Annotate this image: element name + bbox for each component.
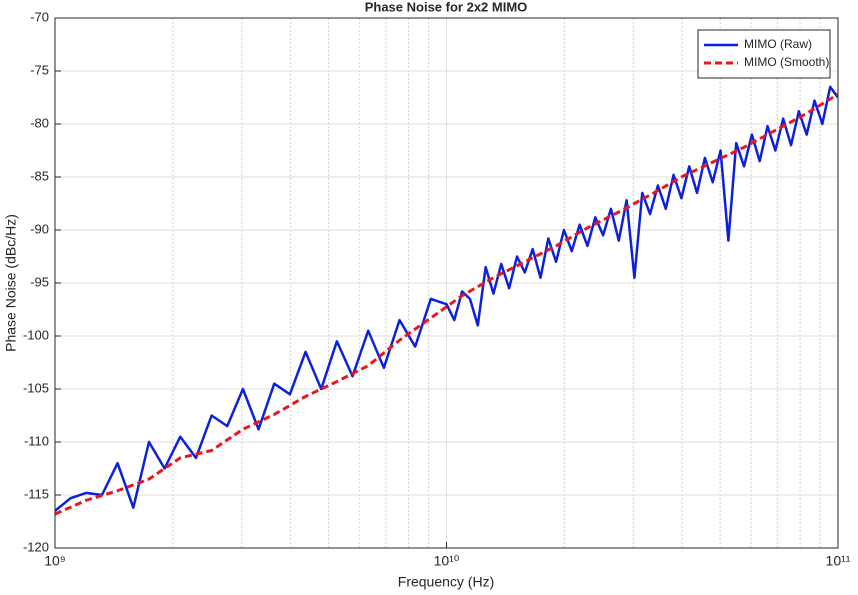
x-tick-label: 10¹⁰ [434, 553, 460, 569]
x-tick-label: 10¹¹ [826, 553, 851, 569]
x-axis-label: Frequency (Hz) [398, 574, 494, 590]
y-tick-label: -90 [30, 221, 49, 236]
chart-title: Phase Noise for 2x2 MIMO [365, 0, 528, 14]
legend-box [697, 29, 831, 79]
y-tick-label: -100 [23, 327, 49, 342]
legend-label: MIMO (Raw) [744, 37, 812, 51]
y-tick-label: -95 [30, 274, 49, 289]
y-tick-label: -105 [23, 380, 49, 395]
plot-frame [54, 17, 839, 549]
y-tick-label: -115 [24, 486, 49, 501]
y-tick-label: -110 [24, 433, 49, 448]
series-line [55, 93, 838, 516]
y-tick-label: -85 [30, 168, 49, 183]
y-tick-label: -75 [30, 62, 49, 77]
y-tick-label: -70 [30, 9, 49, 24]
legend-label: MIMO (Smooth) [744, 55, 829, 69]
y-axis-label: Phase Noise (dBc/Hz) [3, 214, 19, 352]
series-line [55, 85, 838, 512]
x-tick-label: 10⁹ [44, 553, 66, 569]
y-tick-label: -80 [30, 115, 49, 130]
y-tick-label: -120 [23, 539, 49, 554]
